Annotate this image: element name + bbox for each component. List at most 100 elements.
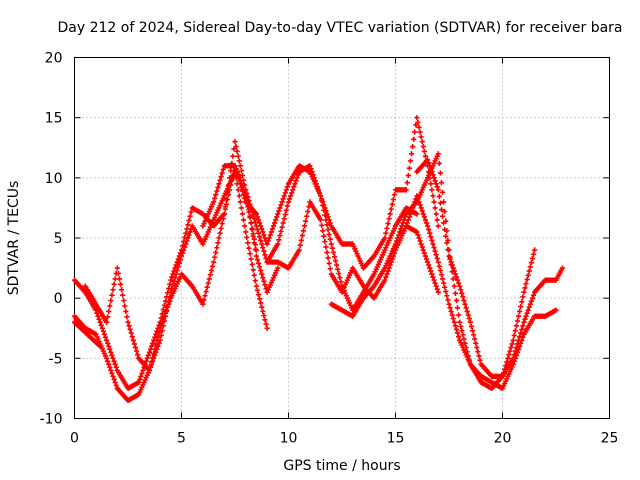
data-point — [454, 277, 461, 283]
data-point — [398, 226, 404, 232]
data-point — [529, 295, 536, 301]
data-point — [254, 214, 261, 220]
data-point — [278, 202, 284, 208]
data-point — [297, 242, 303, 248]
data-point — [448, 308, 454, 315]
data-point — [96, 316, 102, 322]
data-point — [247, 214, 253, 221]
y-tick-label: 20 — [45, 51, 63, 67]
data-point — [105, 340, 111, 346]
data-point — [395, 235, 401, 241]
data-point — [437, 267, 444, 274]
data-point — [130, 337, 136, 343]
data-point — [458, 323, 464, 330]
data-point — [410, 143, 416, 150]
data-point — [411, 202, 417, 208]
data-point — [111, 376, 117, 382]
y-tick-label: 5 — [54, 231, 63, 247]
data-point — [415, 196, 421, 202]
data-point — [228, 182, 234, 188]
data-point — [331, 254, 338, 260]
data-point — [522, 316, 528, 322]
data-point — [112, 361, 118, 367]
y-tick-label: 10 — [45, 171, 63, 187]
data-point — [419, 244, 425, 250]
data-point — [437, 170, 444, 176]
data-point — [145, 352, 151, 358]
data-point — [248, 205, 254, 211]
data-point — [456, 334, 462, 340]
data-point — [396, 232, 402, 238]
data-point — [235, 174, 241, 180]
data-point — [257, 296, 263, 302]
data-point — [207, 272, 213, 278]
data-point — [405, 172, 411, 179]
data-point — [281, 193, 287, 199]
data-point — [280, 220, 286, 226]
data-point — [324, 249, 330, 256]
data-point — [107, 346, 113, 352]
data-point — [382, 235, 388, 241]
data-point — [403, 223, 409, 229]
data-point — [211, 199, 217, 205]
data-point — [140, 367, 146, 373]
data-point — [436, 160, 442, 166]
data-point — [433, 283, 439, 289]
data-point — [234, 170, 240, 176]
data-point — [204, 284, 210, 290]
data-point — [530, 251, 537, 257]
data-point — [276, 237, 282, 243]
data-point — [315, 187, 322, 193]
data-point — [521, 319, 527, 325]
data-point — [390, 196, 396, 203]
data-point — [309, 169, 315, 175]
data-point — [438, 207, 445, 213]
data-point — [215, 184, 221, 191]
data-point — [404, 220, 410, 226]
data-point — [407, 158, 414, 164]
data-point — [294, 175, 300, 181]
data-point — [324, 211, 330, 217]
data-point — [104, 355, 110, 361]
data-point — [435, 187, 441, 193]
data-point — [299, 232, 306, 239]
data-point — [109, 370, 115, 376]
data-point — [213, 192, 219, 198]
data-point — [164, 290, 171, 296]
data-point — [257, 264, 263, 270]
data-point — [223, 201, 230, 207]
data-point — [530, 292, 537, 298]
data-point — [529, 255, 536, 262]
data-point — [236, 193, 242, 199]
y-tick-label: -5 — [49, 351, 63, 367]
series-track-6 — [264, 199, 441, 301]
data-point — [166, 285, 172, 292]
data-point — [264, 241, 270, 247]
data-point — [129, 334, 135, 340]
data-point — [406, 214, 413, 220]
data-point — [259, 241, 265, 247]
data-point — [259, 271, 265, 277]
data-point — [522, 285, 528, 291]
data-point — [184, 226, 190, 232]
data-point — [101, 331, 108, 337]
x-tick-label: 25 — [601, 431, 619, 447]
data-point — [240, 217, 247, 223]
data-point — [434, 286, 440, 292]
data-point — [414, 229, 420, 235]
data-point — [426, 160, 432, 166]
data-point — [451, 319, 457, 325]
data-point — [158, 332, 164, 339]
data-point — [301, 223, 308, 229]
data-point — [332, 258, 339, 264]
data-point — [111, 358, 117, 364]
data-point — [441, 199, 447, 205]
data-point — [167, 298, 173, 304]
data-point — [428, 268, 434, 274]
data-point — [269, 226, 276, 232]
data-point — [172, 265, 178, 271]
data-point — [135, 352, 141, 358]
data-point — [219, 220, 225, 227]
data-point — [237, 181, 243, 187]
data-point — [514, 341, 521, 347]
